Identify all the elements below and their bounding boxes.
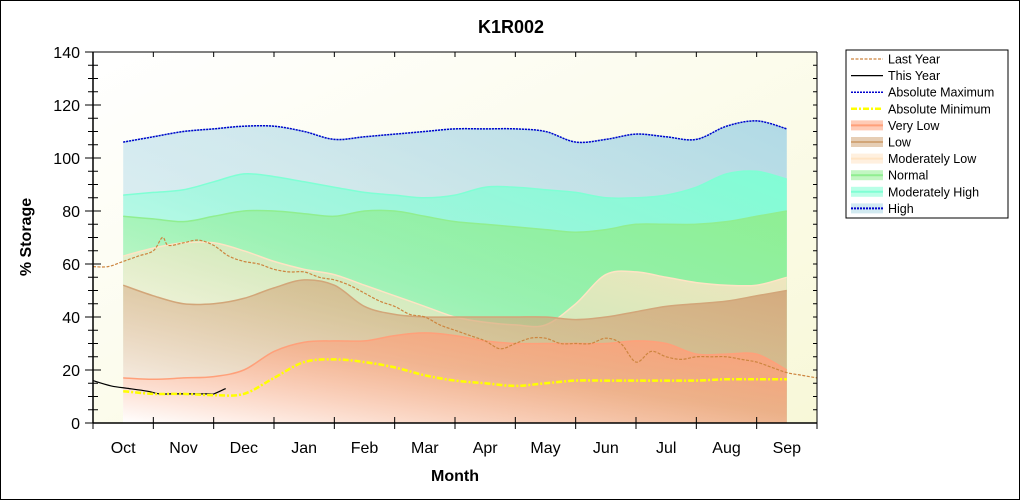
y-tick-label: 20 <box>62 363 80 380</box>
y-tick-label: 140 <box>53 45 80 62</box>
x-tick-label: Feb <box>351 440 379 457</box>
legend-label: Moderately High <box>888 185 979 199</box>
x-tick-label: Apr <box>473 440 499 457</box>
legend-label: High <box>888 202 914 216</box>
chart-title: K1R002 <box>478 17 544 37</box>
x-tick-label: Jun <box>593 440 619 457</box>
legend-item-very-low: Very Low <box>851 119 940 133</box>
y-tick-label: 120 <box>53 98 80 115</box>
x-tick-label: Jul <box>656 440 676 457</box>
band-edge-low <box>122 279 787 321</box>
line-last-year <box>92 236 818 379</box>
legend-label: Moderately Low <box>888 152 977 166</box>
y-tick-label: 100 <box>53 151 80 168</box>
legend-item-absolute-maximum: Absolute Maximum <box>851 86 994 100</box>
bands-layer <box>122 120 788 424</box>
y-tick-label: 40 <box>62 310 80 327</box>
legend-label: Last Year <box>888 53 940 67</box>
axes-layer: 0 20 40 60 80 100 120 140 Oct Nov Dec Jan Feb Mar Apr M… <box>53 45 818 457</box>
y-tick-label: 60 <box>62 257 80 274</box>
x-tick-label: Sep <box>773 440 802 457</box>
x-tick-label: Nov <box>169 440 197 457</box>
band-edge-normal <box>123 209 787 233</box>
y-axis-title: % Storage <box>18 198 35 276</box>
line-absolute-minimum <box>123 358 787 397</box>
legend-item-moderately-high: Moderately High <box>851 185 979 199</box>
lines-layer <box>92 120 818 397</box>
legend-label: Low <box>888 136 912 150</box>
x-axis-title: Month <box>431 468 479 485</box>
y-tick-label: 0 <box>71 416 80 433</box>
legend-label: Very Low <box>888 119 940 133</box>
legend-item-absolute-minimum: Absolute Minimum <box>851 102 991 116</box>
line-absolute-maximum <box>123 120 788 144</box>
legend-label: Normal <box>888 169 928 183</box>
x-tick-label: Dec <box>230 440 258 457</box>
legend-label: Absolute Minimum <box>888 102 991 116</box>
y-tick-label: 80 <box>62 204 80 221</box>
x-tick-label: May <box>530 440 560 457</box>
legend-item-low: Low <box>851 136 912 150</box>
legend-label: Absolute Maximum <box>888 86 994 100</box>
legend: Last Year This Year Absolute Maximum Absolu… <box>845 49 1009 219</box>
legend-item-this-year: This Year <box>851 69 940 83</box>
legend-label: This Year <box>888 69 940 83</box>
x-tick-label: Oct <box>111 440 136 457</box>
band-very-low <box>123 332 787 423</box>
legend-item-moderately-low: Moderately Low <box>851 152 977 166</box>
x-tick-label: Jan <box>291 440 317 457</box>
legend-item-high: High <box>851 202 914 216</box>
band-edge-very-low <box>123 332 788 381</box>
band-edge-moderately-high <box>123 170 787 200</box>
legend-item-last-year: Last Year <box>851 53 940 67</box>
x-tick-label: Mar <box>411 440 439 457</box>
x-tick-label: Aug <box>712 440 740 457</box>
legend-item-normal: Normal <box>851 169 928 183</box>
